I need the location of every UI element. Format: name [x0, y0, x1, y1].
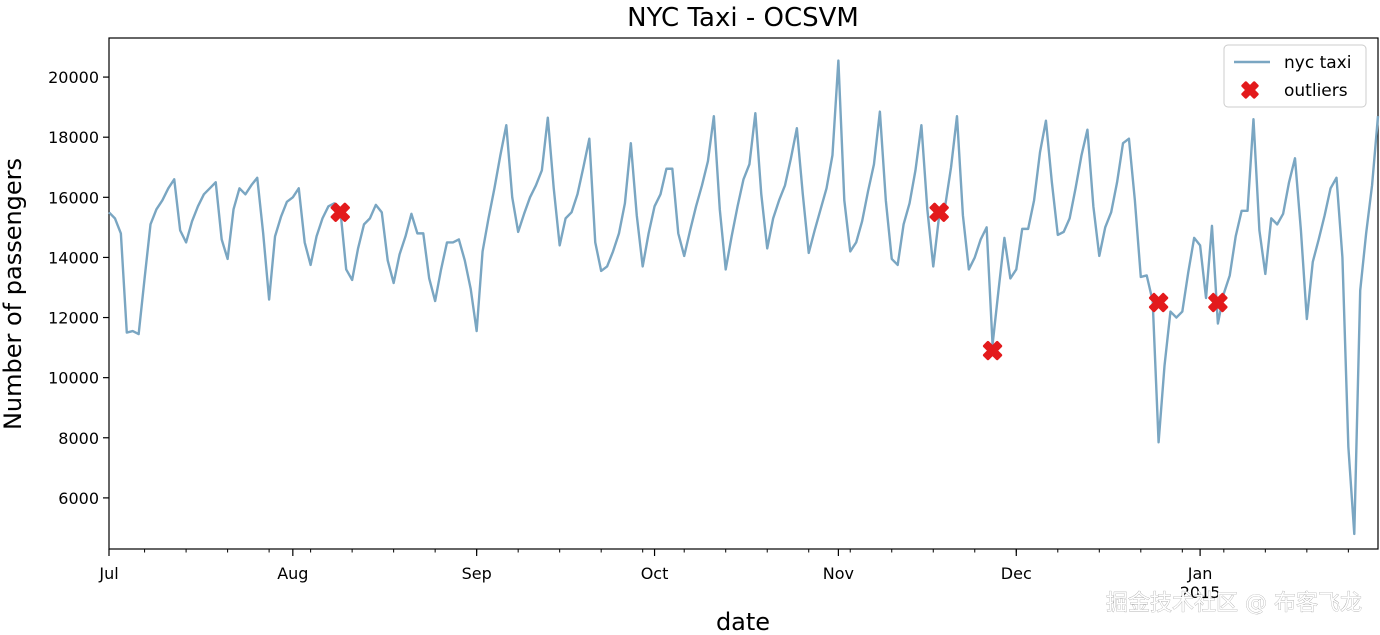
- legend-frame: [1223, 44, 1367, 108]
- plot-frame: [108, 37, 1379, 550]
- outlier-marker-stroke: [1148, 292, 1169, 313]
- legend-x-glyph: [1241, 81, 1259, 99]
- x-tick-label: Dec: [1001, 564, 1032, 583]
- outlier-marker: [982, 340, 1003, 361]
- plot-area: [108, 37, 1380, 550]
- y-tick-label: 18000: [48, 128, 99, 147]
- x-tick-year-label: 2015: [1180, 583, 1221, 602]
- outlier-marker-stroke: [1241, 81, 1259, 99]
- y-tick-label: 10000: [48, 369, 99, 388]
- x-tick-label: Sep: [462, 564, 492, 583]
- x-tick-label: Aug: [277, 564, 308, 583]
- outlier-marker-stroke: [330, 202, 350, 222]
- legend-outlier-marker: [1241, 81, 1259, 99]
- outlier-marker: [1148, 292, 1169, 313]
- chart-title: NYC Taxi - OCSVM: [627, 3, 859, 33]
- y-tick-label: 20000: [48, 68, 99, 87]
- outlier-marker-stroke: [1208, 292, 1228, 313]
- y-tick-label: 12000: [48, 309, 99, 328]
- outlier-marker-stroke: [929, 202, 949, 222]
- y-tick-label: 8000: [58, 429, 99, 448]
- outlier-marker: [929, 202, 949, 222]
- x-tick-label: Jan: [1187, 564, 1213, 583]
- y-tick-label: 16000: [48, 188, 99, 207]
- legend-label-nyc-taxi: nyc taxi: [1284, 53, 1351, 73]
- y-axis-label: Number of passengers: [0, 158, 27, 430]
- legend: nyc taxi outliers: [1223, 44, 1367, 108]
- outlier-markers: [330, 202, 1228, 361]
- outlier-marker-stroke: [982, 340, 1003, 361]
- legend-label-outliers: outliers: [1284, 81, 1348, 101]
- watermark: 掘金技术社区 @ 布客飞龙: [1106, 591, 1362, 616]
- y-tick-label: 14000: [48, 248, 99, 267]
- outlier-marker: [330, 202, 350, 222]
- x-tick-label: Oct: [641, 564, 669, 583]
- x-tick-label: Jul: [98, 564, 118, 583]
- x-axis-label: date: [716, 608, 770, 635]
- series-line-nyc-taxi: [108, 59, 1380, 536]
- y-axis: 6000 8000 10000 12000 14000 16000 18000 20000: [48, 68, 109, 508]
- y-tick-label: 6000: [58, 489, 99, 508]
- outlier-marker: [1208, 292, 1228, 313]
- x-tick-label: Nov: [823, 564, 854, 583]
